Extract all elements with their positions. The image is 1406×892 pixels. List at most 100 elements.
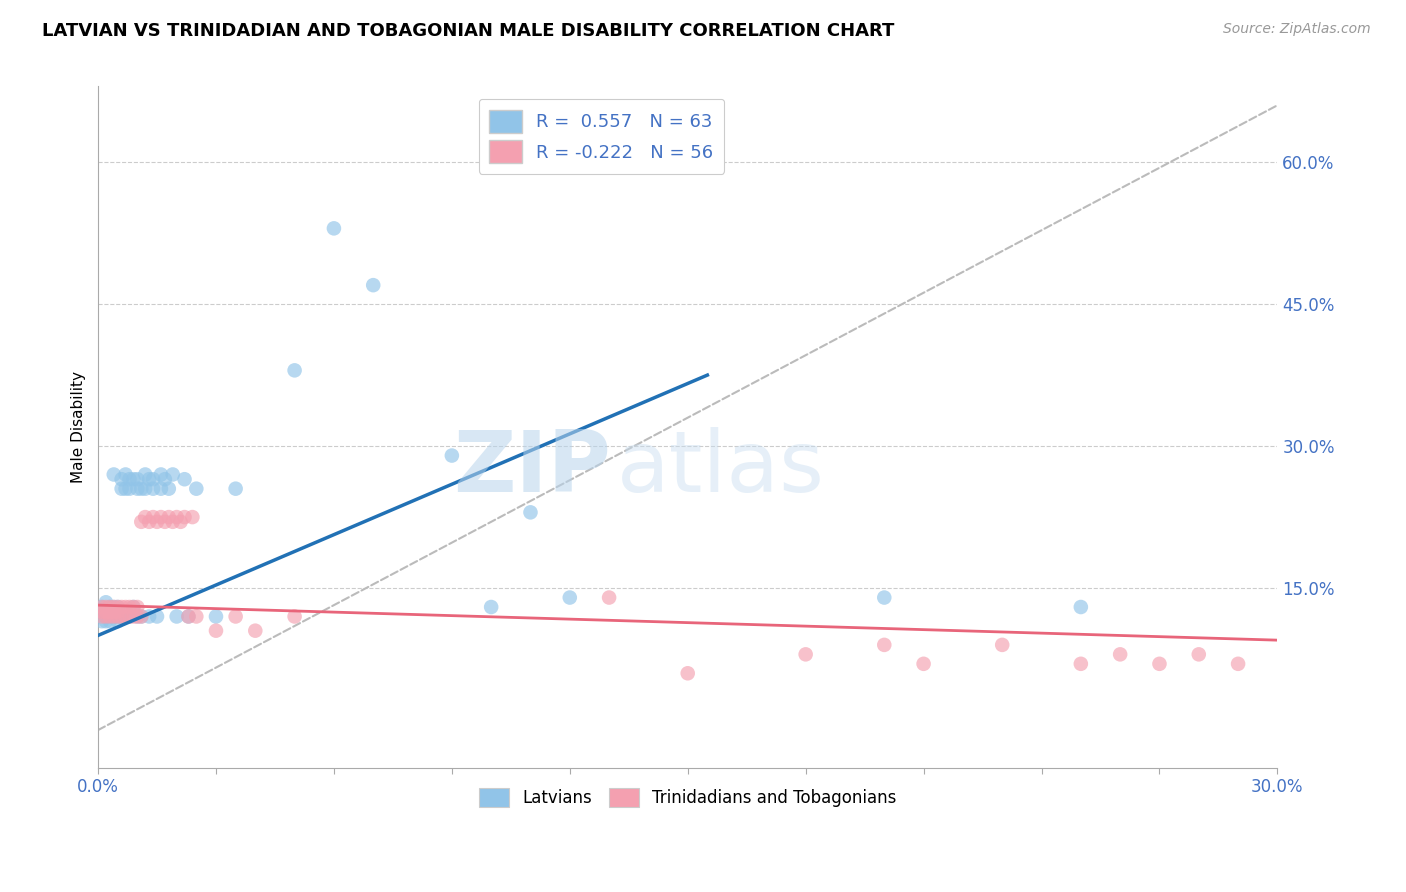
Point (873, 638, 896, 652)
Point (181, 510, 204, 524)
Point (103, 605, 125, 619)
Point (157, 482, 180, 496)
Point (1188, 648, 1211, 662)
Point (129, 609, 152, 624)
Point (94, 605, 117, 619)
Point (134, 467, 156, 482)
Point (873, 591, 896, 605)
Point (103, 600, 125, 615)
Point (1109, 648, 1132, 662)
Point (118, 609, 141, 624)
Point (114, 467, 136, 482)
Point (122, 600, 145, 615)
Point (149, 467, 172, 482)
Legend: Latvians, Trinidadians and Tobagonians: Latvians, Trinidadians and Tobagonians (472, 781, 903, 814)
Point (114, 482, 136, 496)
Point (361, 278, 384, 293)
Point (205, 624, 228, 638)
Point (991, 638, 1014, 652)
Point (103, 600, 125, 615)
Point (107, 600, 129, 615)
Point (127, 472, 149, 486)
Point (149, 510, 172, 524)
Point (111, 609, 134, 624)
Point (142, 472, 165, 486)
Point (103, 467, 125, 482)
Point (676, 666, 699, 681)
Point (98, 614, 121, 628)
Point (107, 609, 129, 624)
Point (127, 482, 149, 496)
Point (98, 605, 121, 619)
Point (107, 609, 129, 624)
Point (91, 600, 114, 615)
Point (225, 609, 247, 624)
Point (94, 614, 117, 628)
Point (177, 609, 200, 624)
Point (118, 472, 141, 486)
Point (114, 605, 136, 619)
Point (111, 600, 134, 615)
Point (1227, 657, 1250, 671)
Point (558, 591, 581, 605)
Point (91, 600, 114, 615)
Point (94, 609, 117, 624)
Point (127, 609, 149, 624)
Point (107, 609, 129, 624)
Point (122, 472, 145, 486)
Point (114, 609, 136, 624)
Point (114, 600, 136, 615)
Point (284, 363, 307, 377)
Point (153, 472, 176, 486)
Point (107, 600, 129, 615)
Point (186, 482, 208, 496)
Point (245, 624, 267, 638)
Point (91, 609, 114, 624)
Point (142, 482, 165, 496)
Point (91, 605, 114, 619)
Point (91, 614, 114, 628)
Point (138, 472, 160, 486)
Point (157, 510, 180, 524)
Point (122, 609, 145, 624)
Point (127, 609, 149, 624)
Point (134, 510, 156, 524)
Point (98, 609, 121, 624)
Point (111, 609, 134, 624)
Point (98, 600, 121, 615)
Point (1070, 600, 1092, 615)
Point (129, 609, 152, 624)
Point (166, 510, 188, 524)
Point (98, 600, 121, 615)
Text: atlas: atlas (617, 426, 825, 509)
Point (205, 609, 228, 624)
Y-axis label: Male Disability: Male Disability (72, 371, 86, 483)
Point (519, 505, 541, 519)
Point (146, 609, 169, 624)
Point (186, 609, 208, 624)
Point (107, 605, 129, 619)
Point (129, 515, 152, 529)
Point (479, 600, 502, 615)
Point (142, 510, 165, 524)
Point (177, 609, 200, 624)
Point (94, 595, 117, 609)
Point (1149, 657, 1171, 671)
Point (98, 609, 121, 624)
Point (162, 467, 184, 482)
Point (173, 472, 195, 486)
Text: ZIP: ZIP (453, 426, 612, 509)
Point (153, 515, 176, 529)
Point (284, 609, 307, 624)
Point (322, 221, 344, 235)
Point (138, 515, 160, 529)
Point (111, 472, 134, 486)
Point (598, 591, 620, 605)
Point (1070, 657, 1092, 671)
Point (91, 605, 114, 619)
Point (103, 605, 125, 619)
Text: Source: ZipAtlas.com: Source: ZipAtlas.com (1223, 22, 1371, 37)
Point (173, 510, 195, 524)
Point (225, 482, 247, 496)
Point (103, 609, 125, 624)
